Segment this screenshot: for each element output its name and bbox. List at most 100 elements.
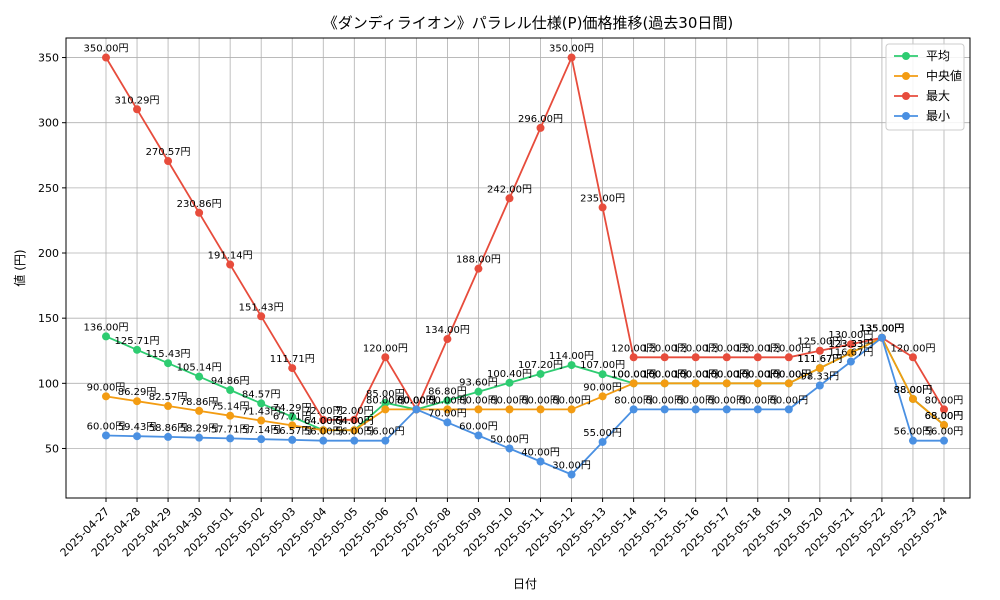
legend-box	[885, 43, 965, 131]
data-label: 120.00円	[642, 343, 687, 354]
data-label: 350.00円	[84, 44, 129, 55]
data-point	[567, 405, 576, 414]
legend-swatch-marker	[902, 92, 910, 100]
data-point	[908, 436, 917, 445]
data-label: 86.29円	[118, 387, 157, 398]
data-label: 125.00円	[797, 337, 842, 348]
y-tick-label: 250	[38, 182, 59, 195]
data-point	[536, 457, 545, 466]
data-point	[133, 345, 142, 354]
data-label: 105.14円	[177, 363, 222, 374]
data-label: 82.57円	[149, 392, 188, 403]
data-point	[567, 53, 576, 62]
data-label: 90.00円	[583, 382, 622, 393]
data-label: 59.43円	[118, 422, 157, 433]
data-label: 94.86円	[211, 376, 250, 387]
data-label: 235.00円	[580, 193, 625, 204]
data-label: 72.00円	[304, 406, 343, 417]
data-point	[598, 203, 607, 212]
data-label: 120.00円	[890, 343, 935, 354]
data-point	[846, 357, 855, 366]
data-point	[505, 378, 514, 387]
legend-swatch-marker	[902, 52, 910, 60]
data-label: 30.00円	[552, 461, 591, 472]
data-label: 84.57円	[242, 389, 281, 400]
data-point	[443, 405, 452, 414]
data-point	[846, 348, 855, 357]
data-label: 100.00円	[704, 369, 749, 380]
data-point	[474, 405, 483, 414]
data-point	[257, 312, 266, 321]
data-label: 64.00円	[304, 416, 343, 427]
data-point	[722, 405, 731, 414]
data-point	[940, 405, 948, 414]
data-label: 114.00円	[549, 351, 594, 362]
data-point	[598, 392, 607, 401]
data-point	[381, 398, 390, 407]
data-label: 135.00円	[859, 324, 904, 335]
data-label: 135.00円	[859, 324, 904, 335]
data-label: 120.00円	[673, 343, 718, 354]
data-label: 111.71円	[270, 354, 315, 365]
data-label: 100.00円	[611, 369, 656, 380]
data-point	[381, 353, 390, 362]
data-label: 80.00円	[459, 395, 498, 406]
data-point	[629, 405, 638, 414]
data-label: 80.00円	[366, 395, 405, 406]
data-point	[319, 415, 328, 424]
data-point	[536, 123, 545, 132]
data-label: 68.00円	[925, 411, 964, 422]
legend-label: 最大	[926, 89, 950, 103]
data-label: 120.00円	[704, 343, 749, 354]
data-label: 136.00円	[84, 322, 129, 333]
data-point	[133, 432, 142, 441]
data-label: 115.43円	[146, 349, 191, 360]
data-point	[319, 436, 328, 445]
data-label: 100.40円	[487, 369, 532, 380]
data-label: 270.57円	[146, 147, 191, 158]
data-label: 80.00円	[552, 395, 591, 406]
data-point	[164, 359, 173, 368]
data-label: 100.00円	[673, 369, 718, 380]
x-axis: 2025-04-272025-04-282025-04-292025-04-30…	[58, 498, 950, 559]
data-point	[288, 435, 297, 444]
data-label: 135.00円	[859, 324, 904, 335]
data-label: 80.00円	[428, 395, 467, 406]
data-label: 64.00円	[335, 416, 374, 427]
data-point	[598, 437, 607, 446]
data-point	[660, 379, 669, 388]
data-label: 100.00円	[673, 369, 718, 380]
data-point	[567, 470, 576, 479]
data-label: 100.00円	[766, 369, 811, 380]
y-tick-label: 200	[38, 247, 59, 260]
data-label: 134.00円	[425, 325, 470, 336]
data-label: 80.00円	[738, 395, 777, 406]
data-point	[567, 361, 576, 370]
data-point	[257, 399, 266, 408]
plot-area	[65, 37, 971, 499]
data-point	[505, 194, 514, 203]
y-tick-label: 350	[38, 52, 59, 65]
data-label: 242.00円	[487, 184, 532, 195]
data-label: 120.00円	[363, 343, 408, 354]
data-label: 80.00円	[397, 395, 436, 406]
data-point	[474, 387, 483, 396]
data-point	[319, 426, 328, 435]
data-point	[815, 346, 824, 355]
legend-swatch-marker	[902, 72, 910, 80]
data-point	[257, 416, 266, 425]
data-label: 57.71円	[211, 424, 250, 435]
data-point	[164, 157, 173, 166]
data-point	[381, 436, 390, 445]
data-label: 80.00円	[925, 395, 964, 406]
data-point	[195, 433, 204, 442]
data-label: 75.14円	[211, 402, 250, 413]
data-point	[753, 405, 762, 414]
data-point	[691, 353, 700, 362]
data-point	[443, 396, 452, 405]
data-label: 111.67円	[797, 354, 842, 365]
data-point	[443, 335, 452, 344]
data-label: 56.57円	[273, 426, 312, 437]
data-label: 85.00円	[366, 389, 405, 400]
data-label: 80.00円	[614, 395, 653, 406]
